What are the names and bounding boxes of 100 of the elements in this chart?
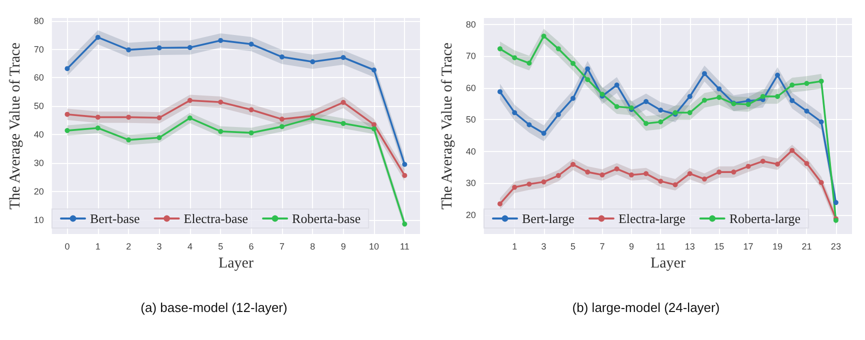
point: [526, 182, 532, 187]
point: [156, 115, 162, 120]
point: [570, 162, 576, 167]
x-tick-label: 23: [830, 242, 841, 252]
point: [64, 112, 70, 117]
point: [804, 160, 810, 166]
point: [570, 60, 576, 66]
point: [248, 42, 254, 47]
point: [760, 94, 766, 99]
point: [218, 100, 224, 105]
point: [218, 128, 224, 134]
point: [585, 170, 590, 175]
point: [644, 99, 649, 104]
x-tick-label: 1: [95, 242, 100, 252]
point: [804, 80, 810, 86]
y-tick-label: 30: [34, 158, 44, 168]
point: [585, 66, 590, 72]
point: [371, 122, 376, 128]
point: [731, 170, 736, 175]
point: [541, 34, 546, 39]
x-tick-label: 8: [310, 242, 316, 252]
point: [526, 60, 532, 66]
y-tick-label: 30: [466, 178, 476, 188]
point: [497, 46, 502, 52]
y-tick-label: 80: [34, 16, 44, 26]
x-tick-label: 11: [656, 242, 666, 252]
y-tick-label: 80: [466, 19, 476, 30]
x-tick-label: 3: [156, 242, 162, 252]
point: [187, 116, 192, 121]
text: (a) base-model (12-layer): [140, 300, 288, 315]
x-tick-label: 4: [187, 242, 192, 252]
point: [818, 119, 824, 124]
point: [126, 137, 132, 142]
legend-label: Electra-large: [618, 211, 686, 226]
point: [570, 96, 576, 101]
point: [716, 86, 722, 92]
x-axis-title: Layer: [650, 256, 686, 272]
y-tick-label: 70: [34, 44, 44, 54]
point: [541, 130, 546, 136]
point: [512, 55, 518, 60]
y-tick-label: 60: [466, 82, 476, 93]
x-tick-label: 0: [64, 242, 70, 252]
x-tick-label: 5: [218, 242, 224, 252]
point: [556, 46, 561, 52]
point: [775, 162, 780, 167]
point: [156, 135, 162, 140]
point: [512, 184, 518, 190]
point: [64, 128, 70, 134]
point: [775, 94, 780, 99]
x-axis-title: Layer: [218, 256, 254, 272]
point: [687, 94, 692, 99]
point: [279, 54, 284, 60]
point: [702, 176, 707, 182]
y-tick-label: 40: [34, 130, 44, 140]
point: [248, 130, 254, 136]
point: [702, 98, 707, 103]
legend-label: Bert-base: [90, 211, 140, 226]
point: [95, 125, 100, 130]
point: [64, 66, 70, 72]
x-tick-label: 21: [802, 242, 812, 252]
x-tick-label: 9: [340, 242, 346, 252]
x-tick-label: 3: [541, 242, 546, 252]
point: [614, 166, 620, 172]
point: [497, 89, 502, 94]
y-tick-label: 20: [466, 210, 476, 220]
point: [187, 45, 192, 50]
text: (b) large-model (24-layer): [572, 300, 720, 315]
point: [658, 108, 664, 113]
point: [658, 178, 664, 184]
point: [95, 34, 100, 40]
point: [402, 162, 408, 167]
point: [512, 110, 518, 116]
point: [541, 179, 546, 184]
point: [600, 172, 605, 178]
x-tick-label: 17: [743, 242, 754, 252]
point: [658, 119, 664, 124]
legend-label: Roberta-base: [292, 211, 361, 226]
x-tick-label: 1: [512, 242, 518, 252]
point: [156, 45, 162, 50]
x-tick-label: 11: [400, 242, 410, 252]
y-tick-label: 60: [34, 72, 44, 83]
point: [775, 72, 780, 78]
y-tick-label: 50: [466, 114, 476, 125]
legend-label: Roberta-large: [729, 211, 801, 226]
point: [402, 222, 408, 227]
point: [340, 55, 346, 60]
point: [279, 124, 284, 130]
point: [248, 107, 254, 112]
point: [310, 116, 316, 121]
point: [371, 126, 376, 132]
point: [746, 164, 751, 169]
x-tick-label: 7: [279, 242, 284, 252]
point: [526, 122, 532, 128]
point: [790, 82, 795, 88]
point: [371, 68, 376, 73]
x-tick-label: 7: [600, 242, 605, 252]
point: [126, 114, 132, 120]
point: [402, 172, 408, 178]
x-tick-label: 2: [126, 242, 132, 252]
point: [833, 200, 838, 206]
